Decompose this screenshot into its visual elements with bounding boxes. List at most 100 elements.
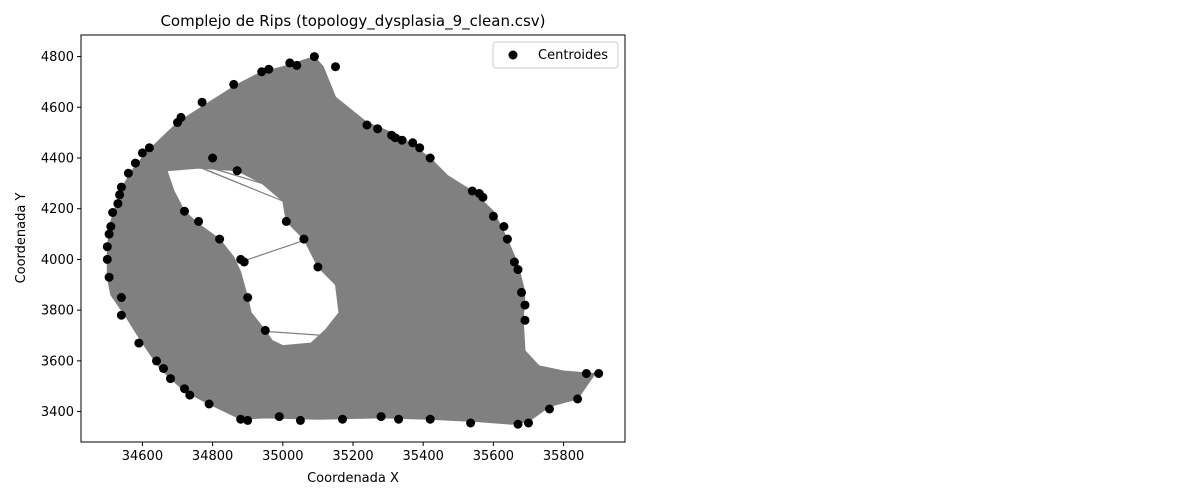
centroid-point [594,369,604,378]
centroid-point [425,153,435,163]
centroid-point [362,120,372,130]
centroid-point [520,315,530,325]
complex-edge [173,156,238,172]
x-tick-label: 35800 [543,449,584,464]
x-tick-label: 35000 [262,449,303,464]
centroid-point [115,190,125,200]
centroid-point [215,234,225,244]
chart-title: Complejo de Rips (topology_dysplasia_9_c… [160,12,545,31]
centroid-point [502,234,512,244]
y-tick-label: 3600 [41,354,74,369]
centroid-point [260,325,270,335]
centroid-point [194,216,204,226]
centroid-point [159,364,168,373]
y-tick-label: 4000 [41,253,74,268]
centroid-point [338,414,347,424]
centroid-point [285,58,295,68]
centroid-point [144,143,154,153]
centroid-point [292,60,302,70]
centroid-point [166,374,175,384]
centroid-point [130,158,140,168]
centroid-point [509,257,519,267]
centroid-point [152,356,161,366]
centroid-point [331,62,340,72]
centroid-point [545,404,554,414]
centroid-point [390,133,400,143]
centroid-point [134,338,144,348]
x-tick-label: 34600 [122,449,163,464]
legend-label: Centroides [538,48,608,63]
y-tick-label: 4200 [41,202,74,217]
centroid-point [415,143,425,153]
centroid-point [376,412,386,422]
centroid-point [408,138,418,148]
complex-edge [177,157,262,184]
x-axis-label: Coordenada X [307,471,399,486]
centroid-point [116,293,126,302]
centroid-point [116,310,126,320]
centroid-point [499,222,509,231]
centroid-point [524,418,533,428]
centroid-point [180,206,189,216]
centroid-point [108,208,118,217]
x-tick-label: 35400 [403,449,444,464]
centroid-point [236,254,246,264]
centroid-point [102,254,112,264]
centroid-point [281,216,291,226]
centroid-point [243,415,253,425]
centroid-point [488,211,498,221]
centroid-point [106,222,116,231]
complex-edge [180,158,283,202]
centroid-point [394,414,404,424]
centroid-point [176,112,186,122]
centroid-point [236,414,246,424]
centroid-point [116,182,126,192]
centroid-point [257,67,267,77]
complex-edge [149,147,168,171]
centroid-point [123,168,133,178]
centroid-point [573,394,583,404]
y-tick-label: 4800 [41,50,74,65]
centroid-point [467,186,477,196]
centroid-point [204,399,214,409]
centroid-point [185,390,195,400]
plot-area [102,52,604,429]
y-tick-label: 3400 [41,405,74,420]
y-axis-label: Coordenada Y [14,193,29,284]
centroid-point [197,97,207,107]
y-tick-label: 4600 [41,101,74,116]
centroid-point [264,64,274,74]
centroid-point [180,384,189,394]
centroid-point [232,166,242,176]
x-tick-label: 35600 [473,449,514,464]
centroid-point [373,124,383,134]
centroid-point [581,369,591,378]
centroid-point [313,262,323,272]
centroid-point [104,229,114,239]
centroid-point [102,242,112,252]
centroid-point [229,79,239,89]
centroid-point [104,272,114,282]
centroid-point [274,412,284,422]
centroid-point [137,148,147,158]
centroid-point [243,293,253,302]
y-tick-label: 4400 [41,151,74,166]
legend: Centroides [492,41,619,69]
centroid-point [309,52,319,62]
complex-edge [170,154,199,169]
centroid-point [113,199,123,209]
x-tick-label: 35200 [332,449,373,464]
y-axis: 3400 3600 3800 4000 4200 4400 4600 4800 [41,50,81,420]
centroid-point [478,192,488,202]
complex-region [106,56,597,425]
centroid-point [520,300,530,310]
axes-frame [80,34,626,443]
legend-marker [508,50,518,60]
x-tick-label: 34800 [192,449,233,464]
legend-box [492,41,619,69]
centroid-point [295,415,305,425]
centroid-point [425,414,435,424]
centroid-point [513,419,523,429]
centroid-point [466,418,476,428]
